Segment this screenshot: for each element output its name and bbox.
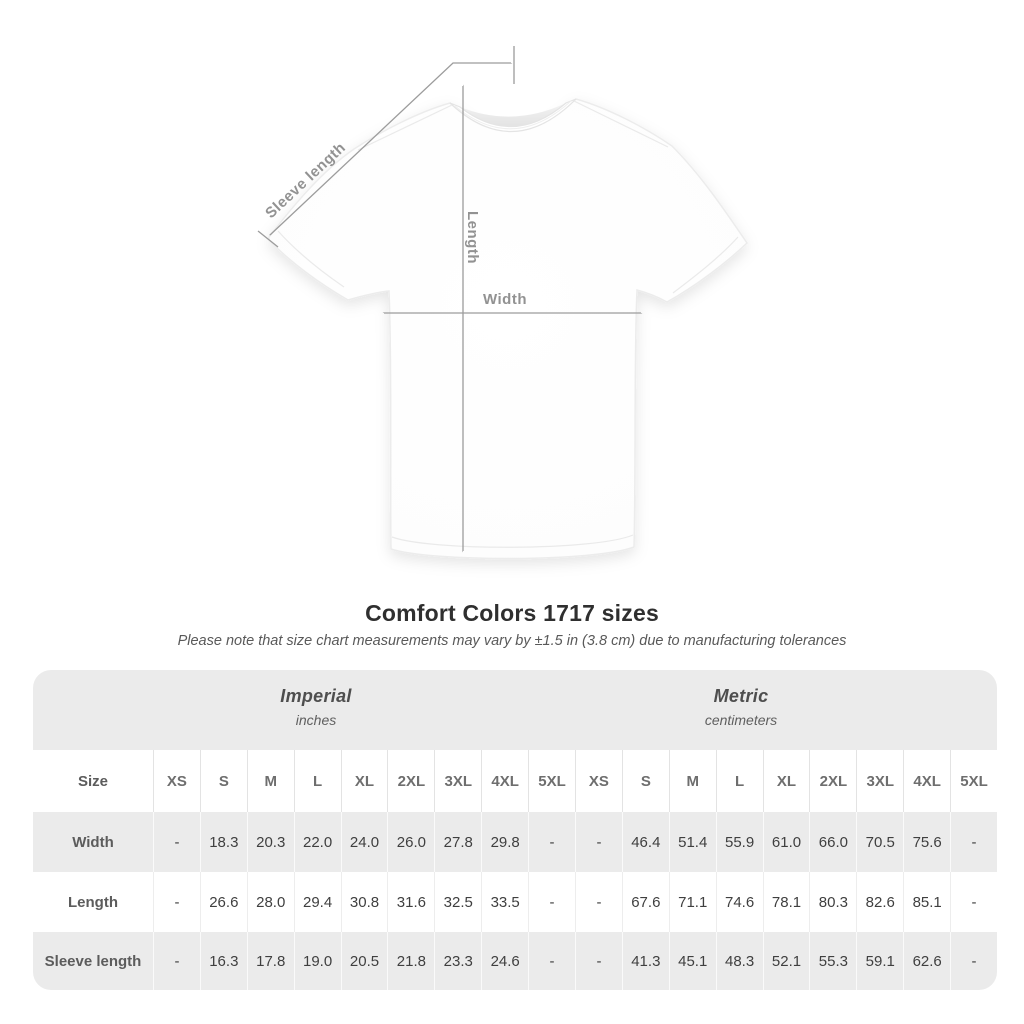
- length-2xl-imperial: 31.6: [387, 872, 434, 932]
- sleeve-l-metric: 48.3: [715, 932, 763, 990]
- size-header-2xl-imperial: 2XL: [387, 750, 434, 812]
- size-header-xl-metric: XL: [762, 750, 810, 812]
- table-row-sleeve-length: Sleeve length - 16.3 17.8 19.0 20.5 21.8…: [33, 932, 997, 990]
- width-xl-metric: 61.0: [762, 812, 810, 872]
- unit-band: Imperial inches Metric centimeters: [33, 670, 997, 750]
- size-header-2xl-metric: 2XL: [809, 750, 856, 812]
- sleeve-3xl-metric: 59.1: [856, 932, 903, 990]
- length-m-metric: 71.1: [668, 872, 716, 932]
- sleeve-xs-imperial: -: [153, 932, 200, 990]
- length-4xl-metric: 85.1: [903, 872, 950, 932]
- size-header-xs-metric: XS: [575, 750, 622, 812]
- size-header-s-metric: S: [621, 750, 669, 812]
- page-subtitle: Please note that size chart measurements…: [177, 633, 847, 649]
- size-header-4xl-metric: 4XL: [903, 750, 950, 812]
- size-header-s-imperial: S: [199, 750, 247, 812]
- length-l-metric: 74.6: [715, 872, 763, 932]
- size-header-5xl-metric: 5XL: [950, 750, 997, 812]
- width-m-metric: 51.4: [668, 812, 716, 872]
- tshirt-diagram: Sleeve length Length Width: [257, 46, 748, 560]
- size-header-xs-imperial: XS: [153, 750, 200, 812]
- sleeve-m-metric: 45.1: [668, 932, 716, 990]
- width-l-metric: 55.9: [715, 812, 763, 872]
- imperial-sublabel: inches: [295, 712, 337, 728]
- width-5xl-metric: -: [950, 812, 997, 872]
- imperial-label: Imperial: [280, 686, 352, 706]
- page-title: Comfort Colors 1717 sizes: [365, 600, 659, 626]
- size-header-m-imperial: M: [246, 750, 294, 812]
- measurement-arrows: [257, 46, 641, 551]
- sleeve-2xl-metric: 55.3: [809, 932, 856, 990]
- size-header-m-metric: M: [668, 750, 716, 812]
- length-l-imperial: 29.4: [293, 872, 341, 932]
- size-column-header: Size: [77, 772, 108, 790]
- sleeve-s-metric: 41.3: [621, 932, 669, 990]
- sleeve-l-imperial: 19.0: [293, 932, 341, 990]
- sleeve-length-arrow: [270, 62, 511, 235]
- width-xs-metric: -: [575, 812, 622, 872]
- width-3xl-metric: 70.5: [856, 812, 903, 872]
- length-5xl-imperial: -: [528, 872, 575, 932]
- size-header-l-metric: L: [715, 750, 763, 812]
- size-header-xl-imperial: XL: [340, 750, 388, 812]
- row-label-length: Length: [68, 893, 118, 911]
- table-header-row: Size XS S M L XL 2XL 3XL 4XL 5XL XS S M …: [33, 750, 997, 812]
- width-m-imperial: 20.3: [246, 812, 294, 872]
- sleeve-4xl-metric: 62.6: [903, 932, 950, 990]
- length-xl-imperial: 30.8: [340, 872, 388, 932]
- metric-sublabel: centimeters: [704, 712, 778, 728]
- length-4xl-imperial: 33.5: [481, 872, 528, 932]
- width-3xl-imperial: 27.8: [434, 812, 481, 872]
- sleeve-5xl-metric: -: [950, 932, 997, 990]
- sleeve-5xl-imperial: -: [528, 932, 575, 990]
- size-header-l-imperial: L: [293, 750, 341, 812]
- width-l-imperial: 22.0: [293, 812, 341, 872]
- length-3xl-imperial: 32.5: [434, 872, 481, 932]
- width-2xl-metric: 66.0: [809, 812, 856, 872]
- width-s-imperial: 18.3: [199, 812, 247, 872]
- sleeve-m-imperial: 17.8: [246, 932, 294, 990]
- sleeve-xl-metric: 52.1: [762, 932, 810, 990]
- table-row-width: Width - 18.3 20.3 22.0 24.0 26.0 27.8 29…: [33, 812, 997, 872]
- size-header-4xl-imperial: 4XL: [481, 750, 528, 812]
- row-label-sleeve-length: Sleeve length: [44, 952, 142, 970]
- sleeve-s-imperial: 16.3: [199, 932, 247, 990]
- length-s-metric: 67.6: [621, 872, 669, 932]
- sleeve-2xl-imperial: 21.8: [387, 932, 434, 990]
- length-2xl-metric: 80.3: [809, 872, 856, 932]
- length-3xl-metric: 82.6: [856, 872, 903, 932]
- width-s-metric: 46.4: [621, 812, 669, 872]
- length-label: Length: [464, 211, 481, 264]
- width-xs-imperial: -: [153, 812, 200, 872]
- size-chart-card: Imperial inches Metric centimeters Size …: [33, 670, 997, 990]
- sleeve-xl-imperial: 20.5: [340, 932, 388, 990]
- length-xs-imperial: -: [153, 872, 200, 932]
- width-5xl-imperial: -: [528, 812, 575, 872]
- sleeve-4xl-imperial: 24.6: [481, 932, 528, 990]
- unit-group-metric: Metric centimeters: [705, 686, 777, 728]
- unit-group-imperial: Imperial inches: [280, 686, 351, 728]
- length-m-imperial: 28.0: [246, 872, 294, 932]
- width-xl-imperial: 24.0: [340, 812, 388, 872]
- width-2xl-imperial: 26.0: [387, 812, 434, 872]
- sleeve-end-tick: [257, 230, 279, 248]
- width-label: Width: [483, 291, 527, 308]
- sleeve-3xl-imperial: 23.3: [434, 932, 481, 990]
- length-xs-metric: -: [575, 872, 622, 932]
- row-label-width: Width: [72, 833, 114, 851]
- length-xl-metric: 78.1: [762, 872, 810, 932]
- table-row-length: Length - 26.6 28.0 29.4 30.8 31.6 32.5 3…: [33, 872, 997, 932]
- metric-label: Metric: [713, 686, 769, 706]
- width-4xl-imperial: 29.8: [481, 812, 528, 872]
- size-header-3xl-metric: 3XL: [856, 750, 903, 812]
- size-header-5xl-imperial: 5XL: [528, 750, 575, 812]
- length-5xl-metric: -: [950, 872, 997, 932]
- size-header-3xl-imperial: 3XL: [434, 750, 481, 812]
- sleeve-xs-metric: -: [575, 932, 622, 990]
- length-s-imperial: 26.6: [199, 872, 247, 932]
- width-4xl-metric: 75.6: [903, 812, 950, 872]
